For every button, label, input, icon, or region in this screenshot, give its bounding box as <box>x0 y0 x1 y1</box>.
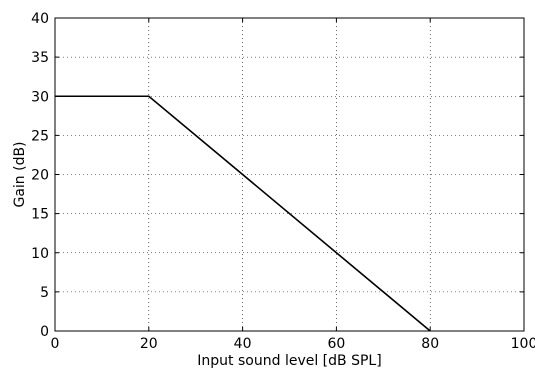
y-tick-label: 25 <box>31 128 49 144</box>
y-tick-label: 20 <box>31 168 49 184</box>
grid-lines <box>55 18 524 331</box>
gain-curve-line <box>55 95 431 332</box>
x-tick-label: 0 <box>51 336 60 352</box>
y-axis-label: Gain (dB) <box>12 141 28 207</box>
x-tick-label: 80 <box>421 336 439 352</box>
y-tick-label: 40 <box>31 11 49 27</box>
y-tick-label: 0 <box>40 324 49 340</box>
tick-labels: 0 20 40 60 80 100 0 5 10 15 20 25 30 35 40 <box>31 11 535 352</box>
y-tick-label: 30 <box>31 89 49 105</box>
x-tick-label: 100 <box>511 336 535 352</box>
y-tick-label: 35 <box>31 50 49 66</box>
y-tick-label: 5 <box>40 285 49 301</box>
x-tick-label: 20 <box>140 336 158 352</box>
plot-area-frame <box>54 17 525 332</box>
y-tick-label: 15 <box>31 207 49 223</box>
ticks <box>54 17 525 332</box>
y-tick-label: 10 <box>31 246 49 262</box>
series-layer <box>55 95 431 332</box>
x-tick-label: 40 <box>234 336 252 352</box>
x-tick-label: 60 <box>327 336 345 352</box>
x-axis-label: Input sound level [dB SPL] <box>197 353 381 368</box>
